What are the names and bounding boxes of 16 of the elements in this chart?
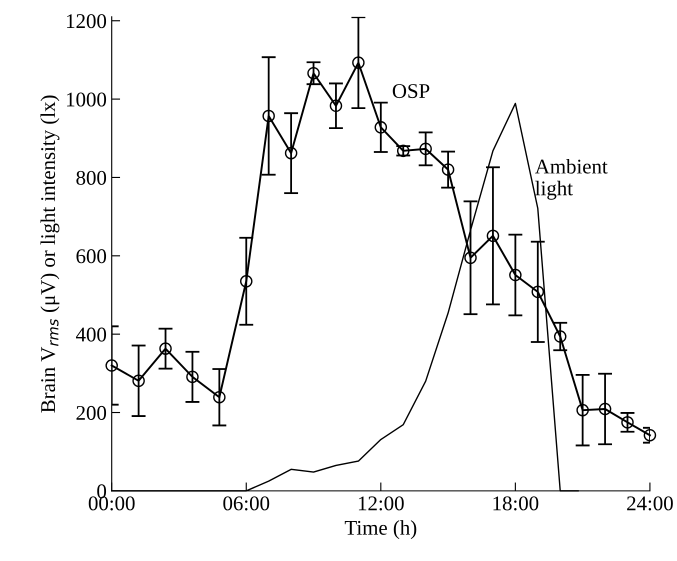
- series-label: OSP: [392, 84, 430, 98]
- x-tick-label: 12:00: [358, 496, 404, 510]
- x-tick-label: 00:00: [88, 496, 135, 510]
- x-tick-label: 06:00: [223, 496, 270, 510]
- y-axis-title: Brain V$_{rms}$ (μV) or light intensity (lx): [40, 96, 60, 413]
- y-tick-label: 1000: [67, 92, 106, 107]
- y-tick-label: 0: [97, 484, 106, 498]
- x-tick-label: 18:00: [493, 496, 538, 510]
- y-tick-label: 200: [76, 406, 106, 420]
- series-label: Ambient light: [535, 158, 608, 200]
- x-tick-label: 24:00: [627, 496, 673, 510]
- y-tick-label: 400: [76, 328, 106, 342]
- x-axis-title: Time (h): [344, 520, 416, 540]
- y-tick-label: 600: [76, 249, 106, 264]
- y-tick-label: 800: [76, 170, 106, 185]
- y-tick-label: 1200: [67, 14, 106, 28]
